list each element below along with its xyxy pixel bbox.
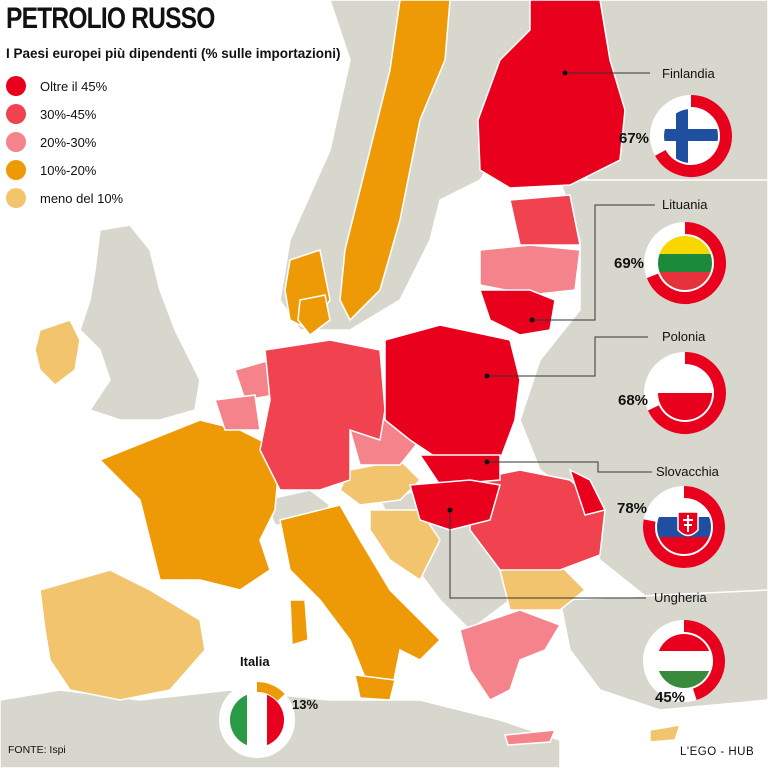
leader-polonia: [487, 336, 648, 377]
leader-lituania: [532, 204, 655, 321]
legend-label: meno del 10%: [40, 190, 124, 206]
country-poland: [384, 324, 521, 461]
donut-polonia-ring: [647, 352, 726, 434]
country-romania: [469, 469, 606, 571]
legend-swatch: [6, 160, 26, 180]
legend-label: 30%-45%: [40, 106, 97, 122]
slovakia-flag: [657, 500, 711, 554]
dot-ungheria: [447, 507, 453, 513]
percent-ungheria: 45%: [655, 689, 686, 706]
label-finlandia: Finlandia: [662, 66, 715, 81]
country-cyprus: [649, 724, 682, 743]
percent-italia: 13%: [292, 697, 319, 712]
country-sicily: [354, 674, 396, 701]
country-finland: [477, 0, 626, 189]
legend-swatch: [6, 188, 26, 208]
country-iberia: [39, 569, 206, 701]
legend-item-20-30: 20%-30%: [6, 128, 123, 156]
country-crete: [504, 729, 557, 746]
country-moldova: [568, 468, 607, 516]
donut-italia-ring: [256, 682, 285, 702]
legend-swatch: [6, 76, 26, 96]
country-italy: [279, 504, 442, 702]
legend-swatch: [6, 104, 26, 124]
legend-label: Oltre il 45%: [40, 78, 108, 94]
brand-logo-text: L'EGO - HUB: [680, 746, 755, 758]
country-ireland: [34, 319, 81, 386]
legend-label: 10%-20%: [40, 162, 97, 178]
page-subtitle: I Paesi europei più dipendenti (% sulle …: [6, 46, 341, 61]
donut-slovacchia-ring: [643, 486, 725, 568]
donut-lituania-ring: [646, 222, 726, 304]
legend-label: 20%-30%: [40, 134, 97, 150]
dot-slovacchia: [484, 459, 490, 465]
label-lituania: Lituania: [662, 197, 708, 212]
legend-item-meno-10: meno del 10%: [6, 184, 123, 212]
percent-polonia: 68%: [618, 392, 649, 409]
country-sweden: [339, 0, 451, 322]
legend: Oltre il 45% 30%-45% 20%-30% 10%-20% men…: [6, 72, 123, 212]
country-denmark: [297, 294, 331, 337]
label-polonia: Polonia: [662, 329, 706, 344]
label-slovacchia: Slovacchia: [656, 464, 719, 479]
legend-item-10-20: 10%-20%: [6, 156, 123, 184]
dot-polonia: [484, 373, 490, 379]
country-greece: [459, 609, 562, 701]
country-estonia: [509, 194, 581, 246]
dot-finlandia: [562, 70, 568, 76]
country-france: [98, 419, 281, 591]
italy-flag: [230, 693, 284, 747]
page-title: PETROLIO RUSSO: [6, 2, 215, 35]
country-slovakia: [418, 454, 501, 486]
country-lithuania: [478, 289, 556, 336]
donut-ungheria-ring: [683, 620, 725, 700]
country-sardinia: [289, 599, 309, 647]
source-note: FONTE: Ispi: [8, 744, 66, 756]
finland-flag: [664, 109, 718, 163]
country-hungary: [409, 479, 501, 531]
donut-finlandia-ring: [655, 95, 732, 177]
legend-item-oltre-45: Oltre il 45%: [6, 72, 123, 100]
legend-item-30-45: 30%-45%: [6, 100, 123, 128]
percent-slovacchia: 78%: [617, 500, 648, 517]
leader-ungheria: [449, 510, 646, 599]
label-ungheria: Ungheria: [654, 590, 707, 605]
lithuania-flag: [658, 236, 712, 290]
legend-swatch: [6, 132, 26, 152]
country-latvia: [479, 244, 581, 296]
country-belgium: [213, 394, 261, 431]
leader-slovacchia: [487, 461, 652, 473]
percent-lituania: 69%: [614, 255, 645, 272]
country-germany: [259, 339, 386, 491]
land-uk: [79, 224, 201, 421]
dot-lituania: [529, 317, 535, 323]
label-italia: Italia: [240, 654, 270, 669]
percent-finlandia: 67%: [619, 130, 650, 147]
hungary-flag: [657, 634, 711, 688]
